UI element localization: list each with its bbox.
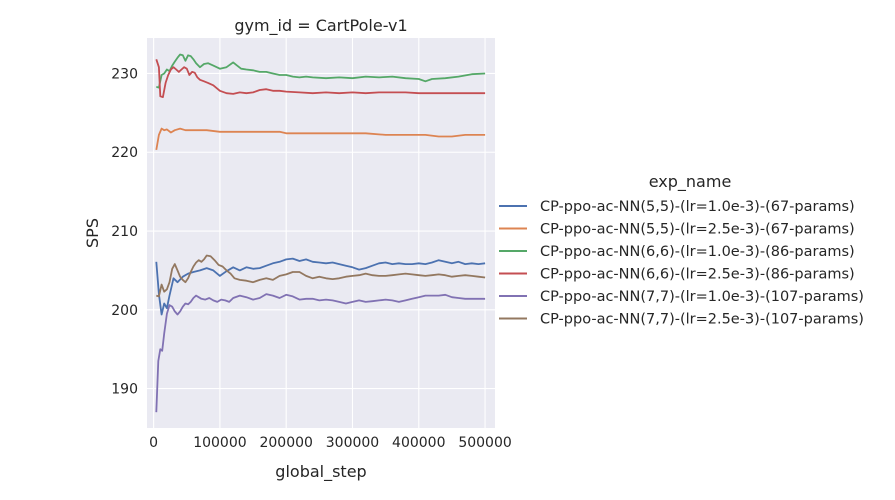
x-tick-label: 300000 bbox=[326, 435, 379, 451]
y-tick-label: 230 bbox=[111, 66, 138, 82]
legend-entry: CP-ppo-ac-NN(6,6)-(lr=1.0e-3)-(86-params… bbox=[540, 244, 855, 260]
grid bbox=[147, 38, 495, 428]
x-axis-ticks: 0 100000 200000 300000 400000 500000 bbox=[149, 435, 512, 451]
legend: exp_name CP-ppo-ac-NN(5,5)-(lr=1.0e-3)-(… bbox=[499, 172, 864, 328]
y-tick-label: 210 bbox=[111, 224, 138, 240]
x-tick-label: 500000 bbox=[458, 435, 511, 451]
series-line bbox=[156, 53, 486, 89]
series-line bbox=[155, 59, 486, 98]
y-tick-label: 220 bbox=[111, 145, 138, 161]
legend-entry: CP-ppo-ac-NN(7,7)-(lr=2.5e-3)-(107-param… bbox=[540, 312, 864, 328]
legend-entry: CP-ppo-ac-NN(7,7)-(lr=1.0e-3)-(107-param… bbox=[540, 289, 864, 305]
y-axis-label: SPS bbox=[83, 218, 102, 248]
legend-entry: CP-ppo-ac-NN(5,5)-(lr=2.5e-3)-(67-params… bbox=[540, 222, 855, 238]
series-lines bbox=[155, 53, 486, 413]
chart-title: gym_id = CartPole-v1 bbox=[234, 16, 407, 36]
y-tick-label: 190 bbox=[111, 382, 138, 398]
x-tick-label: 100000 bbox=[193, 435, 246, 451]
series-line bbox=[155, 127, 486, 151]
x-axis-label: global_step bbox=[275, 462, 366, 482]
series-line bbox=[156, 254, 486, 298]
x-tick-label: 0 bbox=[149, 435, 158, 451]
y-tick-label: 200 bbox=[111, 303, 138, 319]
series-line bbox=[155, 293, 486, 413]
y-axis-ticks: 190 200 210 220 230 bbox=[111, 66, 138, 397]
legend-title: exp_name bbox=[649, 172, 732, 192]
legend-entry: CP-ppo-ac-NN(5,5)-(lr=1.0e-3)-(67-params… bbox=[540, 199, 855, 215]
x-tick-label: 400000 bbox=[392, 435, 445, 451]
x-tick-label: 200000 bbox=[259, 435, 312, 451]
plot-area bbox=[147, 38, 495, 428]
legend-entry: CP-ppo-ac-NN(6,6)-(lr=2.5e-3)-(86-params… bbox=[540, 267, 855, 283]
series-line bbox=[155, 257, 486, 316]
